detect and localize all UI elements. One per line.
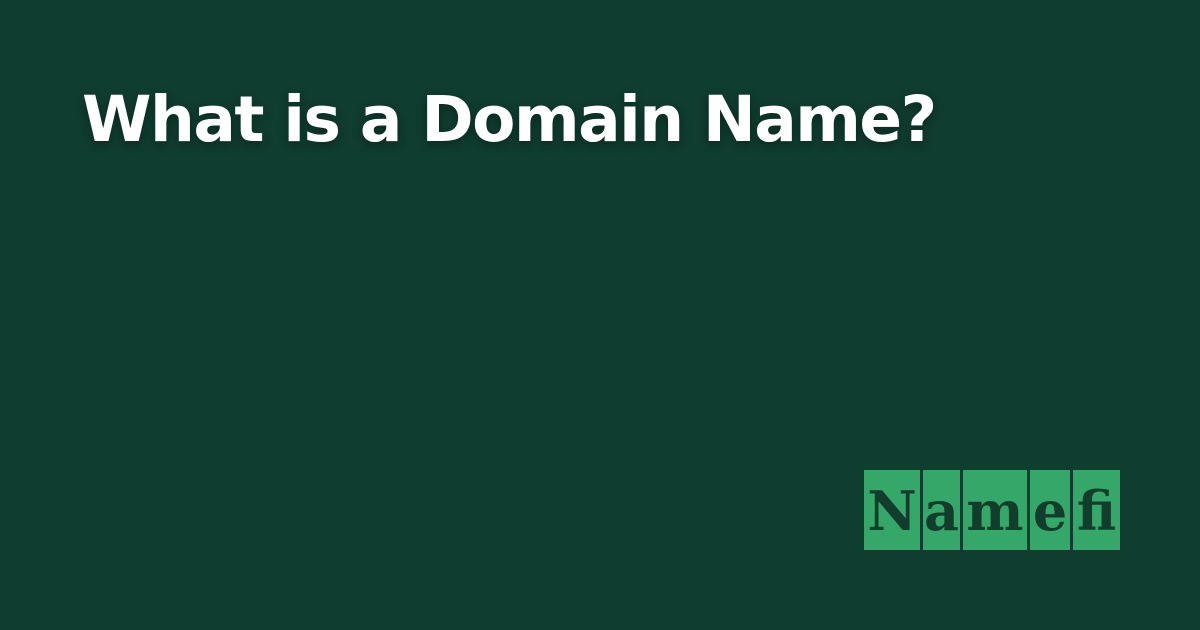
page-title: What is a Domain Name? — [82, 83, 937, 156]
logo-letter-tile: fi — [1073, 470, 1120, 550]
logo-letter-tile: N — [864, 470, 920, 550]
logo-letter-tile: a — [923, 470, 960, 550]
logo-letter-tile: m — [963, 470, 1027, 550]
namefi-logo: N a m e fi — [864, 470, 1120, 550]
logo-letter-tile: e — [1030, 470, 1070, 550]
